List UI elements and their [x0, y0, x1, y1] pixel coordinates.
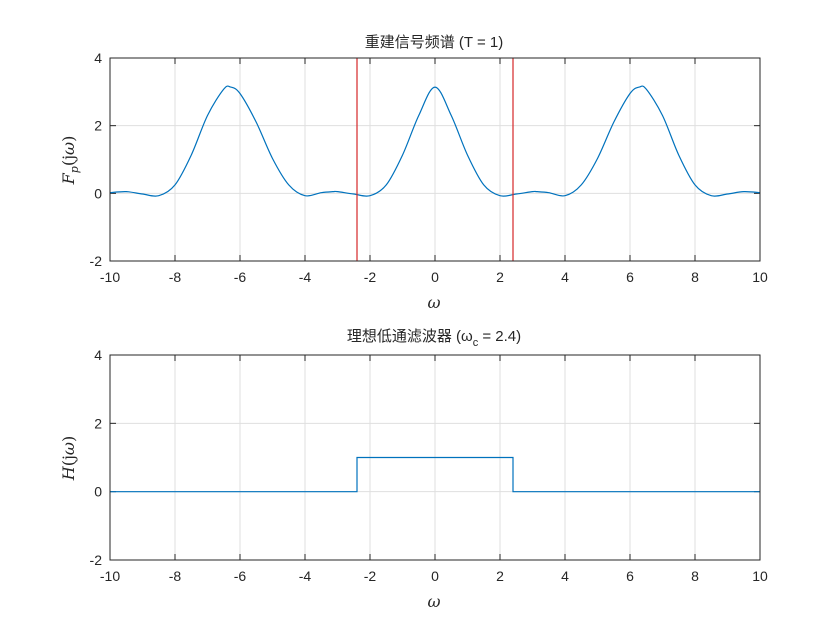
filter-x-tick-label: -10: [100, 568, 120, 584]
filter-x-label: ω: [427, 592, 440, 611]
spectrum-x-tick-label: 2: [496, 269, 504, 285]
filter-title-sub: c: [473, 337, 479, 349]
spectrum-x-tick-label: -6: [234, 269, 247, 285]
filter-x-tick-label: 8: [691, 568, 699, 584]
spectrum-y-tick-label: 4: [94, 50, 102, 66]
spectrum-x-label: ω: [427, 293, 440, 312]
spectrum-x-tick-label: -2: [364, 269, 377, 285]
filter-x-ticks: -10 -8 -6 -4 -2 0 2 4 6 8 10: [100, 355, 768, 584]
filter-title-main: 理想低通滤波器 (ω: [347, 328, 473, 345]
filter-x-tick-label: -8: [169, 568, 182, 584]
filter-title-tail: = 2.4): [478, 328, 521, 345]
spectrum-y-label: Fp(jω): [59, 136, 81, 186]
filter-x-tick-label: 0: [431, 568, 439, 584]
spectrum-x-tick-label: -4: [299, 269, 312, 285]
filter-x-tick-label: -2: [364, 568, 377, 584]
spectrum-plot-area: [109, 58, 761, 261]
spectrum-x-tick-label: 4: [561, 269, 569, 285]
filter-subplot: 理想低通滤波器 (ωc = 2.4) -10 -8 -6 -4 -2 0 2 4 6 8 10 -2…: [59, 328, 768, 611]
spectrum-axes-frame: [109, 57, 761, 262]
spectrum-y-tick-label: 2: [94, 118, 102, 134]
spectrum-title: 重建信号频谱 (T = 1): [365, 34, 504, 51]
spectrum-series-line: [109, 85, 761, 197]
spectrum-y-tick-label: 0: [94, 185, 102, 201]
filter-y-tick-label: 4: [94, 347, 102, 363]
spectrum-x-tick-label: 6: [626, 269, 634, 285]
filter-x-tick-label: 2: [496, 568, 504, 584]
filter-y-tick-label: 0: [94, 484, 102, 500]
filter-title: 理想低通滤波器 (ωc = 2.4): [347, 328, 521, 349]
filter-series-line: [110, 456, 760, 493]
filter-x-tick-label: -6: [234, 568, 247, 584]
spectrum-x-tick-label: 8: [691, 269, 699, 285]
spectrum-x-ticks: -10 -8 -6 -4 -2 0 2 4 6 8 10: [100, 58, 768, 285]
spectrum-x-tick-label: -10: [100, 269, 120, 285]
filter-x-tick-label: 4: [561, 568, 569, 584]
filter-plot-area: [110, 456, 760, 493]
filter-axes-frame: [109, 354, 761, 561]
filter-y-tick-label: 2: [94, 415, 102, 431]
filter-y-label: H(jω): [59, 436, 78, 481]
spectrum-x-tick-label: 10: [752, 269, 768, 285]
spectrum-grid: [109, 57, 761, 262]
filter-y-tick-label: -2: [90, 552, 103, 568]
spectrum-subplot: 重建信号频谱 (T = 1) -10 -8 -6 -4 -2 0 2 4 6 8 10 -2024 …: [59, 34, 768, 312]
spectrum-x-tick-label: -8: [169, 269, 182, 285]
spectrum-y-tick-label: -2: [90, 253, 103, 269]
spectrum-x-tick-label: 0: [431, 269, 439, 285]
filter-x-tick-label: 10: [752, 568, 768, 584]
filter-x-tick-label: 6: [626, 568, 634, 584]
spectrum-y-ticks: -2 0 2 4: [90, 50, 760, 269]
filter-x-tick-label: -4: [299, 568, 312, 584]
